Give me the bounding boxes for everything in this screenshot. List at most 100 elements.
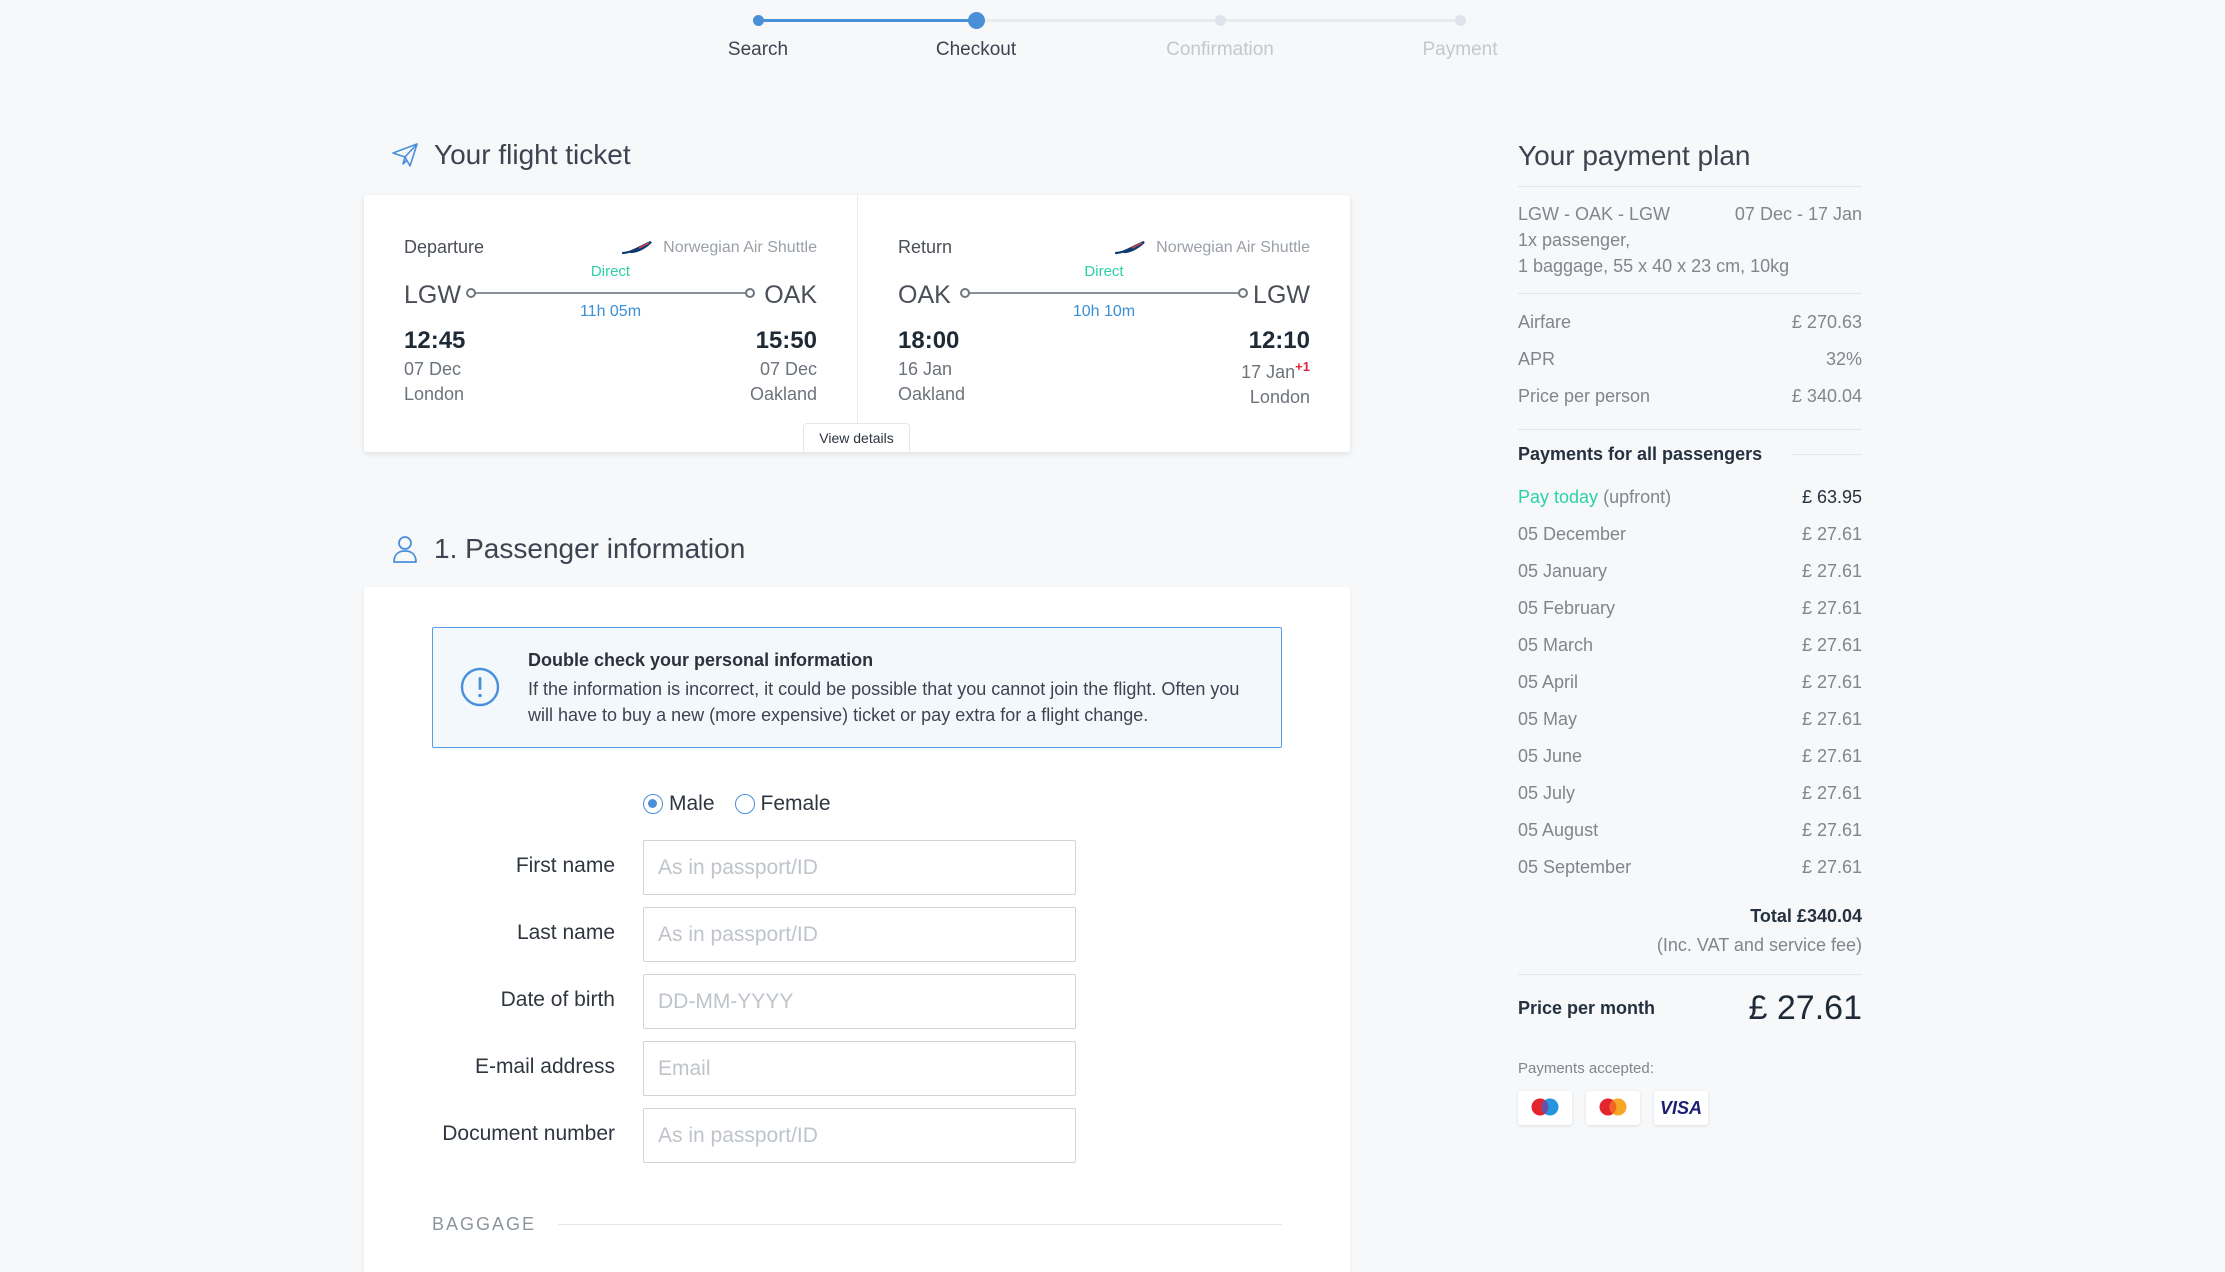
flight-duration: 10h 10m bbox=[1072, 303, 1136, 320]
departure-date: 16 Jan bbox=[898, 359, 953, 379]
radio-label: Male bbox=[669, 792, 715, 815]
passenger-info-heading: 1. Passenger information bbox=[390, 533, 745, 565]
installment-amount: £ 63.95 bbox=[1801, 487, 1862, 507]
installment-row: 05 April £ 27.61 bbox=[1518, 664, 1862, 701]
installment-row: 05 July £ 27.61 bbox=[1518, 775, 1862, 812]
installment-date: 05 July bbox=[1518, 783, 1576, 803]
installment-date: 05 January bbox=[1518, 561, 1608, 581]
flight-ticket-heading: Your flight ticket bbox=[390, 139, 631, 171]
first-name-row: First name bbox=[364, 840, 1350, 896]
installment-amount: £ 27.61 bbox=[1801, 746, 1862, 766]
checkout-progress: Search Checkout Confirmation Payment bbox=[700, 8, 1540, 68]
date-of-birth-row: Date of birth bbox=[364, 974, 1350, 1030]
leg-type-label: Departure bbox=[404, 237, 485, 257]
trip-summary: LGW - OAK - LGW 07 Dec - 17 Jan 1x passe… bbox=[1518, 187, 1862, 294]
step-payment: Payment bbox=[1400, 8, 1520, 61]
section-title-text: Your flight ticket bbox=[434, 139, 631, 170]
installment-amount: £ 27.61 bbox=[1801, 561, 1862, 581]
email-input[interactable] bbox=[643, 1041, 1076, 1096]
step-label: Checkout bbox=[935, 39, 1017, 60]
plane-icon bbox=[390, 140, 420, 170]
trip-passengers: 1x passenger, bbox=[1518, 230, 1631, 250]
installment-amount: £ 27.61 bbox=[1801, 857, 1862, 877]
vat-note: (Inc. VAT and service fee) bbox=[1518, 935, 1862, 975]
cost-row: APR 32% bbox=[1518, 341, 1862, 378]
airline: Norwegian Air Shuttle bbox=[1114, 239, 1310, 257]
gender-male-radio[interactable]: Male bbox=[643, 792, 715, 816]
installment-amount: £ 27.61 bbox=[1801, 709, 1862, 729]
airline-name: Norwegian Air Shuttle bbox=[663, 238, 817, 256]
passenger-form: Double check your personal information I… bbox=[364, 587, 1350, 1272]
arrival-date: 17 Jan+1 bbox=[1241, 359, 1310, 383]
field-label: E-mail address bbox=[474, 1055, 615, 1078]
destination-code: OAK bbox=[764, 281, 817, 309]
airline: Norwegian Air Shuttle bbox=[621, 239, 817, 257]
cost-value: £ 340.04 bbox=[1791, 386, 1862, 406]
field-label: Last name bbox=[516, 921, 615, 944]
last-name-input[interactable] bbox=[643, 907, 1076, 962]
visa-logo-icon: VISA bbox=[1654, 1091, 1708, 1125]
email-row: E-mail address bbox=[364, 1041, 1350, 1097]
baggage-divider: BAGGAGE bbox=[432, 1214, 1282, 1235]
accepted-cards: VISA bbox=[1518, 1091, 1862, 1125]
installment-date: 05 May bbox=[1518, 709, 1578, 729]
field-label: Date of birth bbox=[500, 988, 615, 1011]
origin-code: OAK bbox=[898, 281, 951, 309]
gender-selector: Male Female bbox=[643, 792, 831, 816]
notice-title: Double check your personal information bbox=[528, 650, 874, 670]
step-dot bbox=[1454, 15, 1466, 26]
trip-route: LGW - OAK - LGW bbox=[1518, 204, 1671, 224]
cost-value: £ 270.63 bbox=[1791, 312, 1862, 332]
date-of-birth-input[interactable] bbox=[643, 974, 1076, 1029]
maestro-logo-icon bbox=[1518, 1091, 1572, 1125]
installment-date: 05 June bbox=[1518, 746, 1583, 766]
arrival-date: 07 Dec bbox=[759, 359, 817, 379]
origin-code: LGW bbox=[404, 281, 461, 309]
cost-row: Price per person £ 340.04 bbox=[1518, 378, 1862, 415]
arrival-date-text: 17 Jan bbox=[1241, 362, 1296, 382]
installment-row: 05 March £ 27.61 bbox=[1518, 627, 1862, 664]
price-per-month: Price per month £ 27.61 bbox=[1518, 989, 1862, 1028]
cost-value: 32% bbox=[1825, 349, 1862, 369]
first-name-input[interactable] bbox=[643, 840, 1076, 895]
radio-circle bbox=[734, 794, 755, 814]
price-per-month-label: Price per month bbox=[1518, 998, 1656, 1018]
installment-row: 05 February £ 27.61 bbox=[1518, 590, 1862, 627]
price-per-month-value: £ 27.61 bbox=[1748, 989, 1862, 1027]
baggage-heading: BAGGAGE bbox=[432, 1214, 537, 1234]
installment-amount: £ 27.61 bbox=[1801, 598, 1862, 618]
cost-breakdown: Airfare £ 270.63 APR 32% Price per perso… bbox=[1518, 294, 1862, 430]
stop-type: Direct bbox=[590, 263, 631, 280]
installment-amount: £ 27.61 bbox=[1801, 820, 1862, 840]
stop-type: Direct bbox=[1084, 263, 1124, 280]
trip-baggage: 1 baggage, 55 x 40 x 23 cm, 10kg bbox=[1518, 256, 1790, 276]
gender-female-radio[interactable]: Female bbox=[734, 792, 831, 816]
visa-wordmark: VISA bbox=[1659, 1097, 1702, 1118]
cost-label: Price per person bbox=[1518, 386, 1651, 406]
mastercard-logo-icon bbox=[1586, 1091, 1640, 1125]
destination-code: LGW bbox=[1253, 281, 1310, 309]
installment-date: 05 August bbox=[1518, 820, 1599, 840]
leg-type-label: Return bbox=[898, 237, 953, 257]
radio-circle bbox=[643, 794, 663, 814]
departure-date: 07 Dec bbox=[404, 359, 462, 379]
route: LGW Direct 11h 05m OAK bbox=[404, 263, 817, 353]
step-dot bbox=[967, 12, 985, 29]
departure-city: London bbox=[404, 384, 465, 404]
radio-label: Female bbox=[760, 792, 831, 815]
pay-today-row: Pay today (upfront) £ 63.95 bbox=[1518, 479, 1862, 516]
step-checkout[interactable]: Checkout bbox=[916, 8, 1036, 61]
last-name-row: Last name bbox=[364, 907, 1350, 963]
departure-time: 18:00 bbox=[898, 327, 960, 354]
payment-plan-title: Your payment plan bbox=[1518, 140, 1862, 187]
section-title-text: 1. Passenger information bbox=[434, 533, 746, 564]
document-number-input[interactable] bbox=[643, 1108, 1076, 1163]
view-details-button[interactable]: View details bbox=[803, 423, 910, 452]
user-icon bbox=[390, 534, 420, 564]
installment-row: 05 May £ 27.61 bbox=[1518, 701, 1862, 738]
departure-leg: Departure Norwegian Air Shuttle LGW Dire… bbox=[364, 195, 857, 452]
step-label: Confirmation bbox=[1166, 39, 1274, 60]
payments-heading-text: Payments for all passengers bbox=[1518, 444, 1763, 464]
step-search[interactable]: Search bbox=[698, 8, 818, 61]
progress-track-complete bbox=[758, 19, 976, 22]
